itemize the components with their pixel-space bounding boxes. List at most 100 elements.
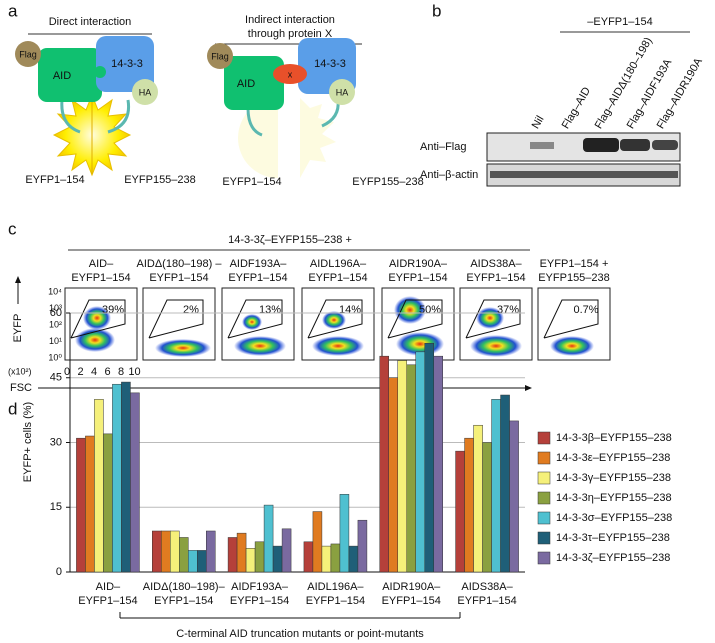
cell-cloud xyxy=(322,311,346,329)
bar xyxy=(330,543,341,573)
flag-circle xyxy=(207,43,233,69)
bar xyxy=(85,435,95,573)
legend-label: 14-3-3ε–EYFP155–238 xyxy=(556,452,670,464)
bar xyxy=(424,342,434,573)
bar xyxy=(206,530,216,573)
y-tick-label: 10⁴ xyxy=(48,286,62,296)
column-label: EYFP1–154 + xyxy=(540,258,609,270)
x-tick-label: EYFP1–154 xyxy=(230,595,289,607)
ha-circle xyxy=(132,79,158,105)
bar xyxy=(433,355,443,573)
bar xyxy=(339,494,350,573)
aid-box xyxy=(38,48,102,102)
aid: AID xyxy=(237,78,255,90)
column-label: AIDR190A– xyxy=(389,258,448,270)
panel-label: b xyxy=(432,1,441,20)
bar xyxy=(112,383,122,573)
band xyxy=(583,138,619,152)
cell-cloud xyxy=(312,336,364,356)
bar xyxy=(245,548,256,573)
y-tick-label: 15 xyxy=(50,501,62,513)
y-axis-label: EYFP+ cells (%) xyxy=(22,402,34,482)
header: 14-3-3ζ–EYFP155–238 + xyxy=(228,234,352,246)
linker xyxy=(60,99,81,134)
bar xyxy=(415,351,425,573)
x-tick-label: EYFP1–154 xyxy=(457,595,516,607)
flag: Flag xyxy=(19,49,37,59)
y-tick-label: 45 xyxy=(50,372,62,384)
column-label: EYFP1–154 xyxy=(388,272,447,284)
column-label: EYFP1–154 xyxy=(228,272,287,284)
column-label: EYFP155–238 xyxy=(538,272,610,284)
cell-cloud xyxy=(550,336,594,356)
protein-box xyxy=(96,36,154,92)
y-tick-label: 30 xyxy=(50,436,62,448)
bar xyxy=(130,392,140,573)
bar xyxy=(197,550,207,573)
legend-swatch xyxy=(537,551,551,565)
eyfp-left: EYFP1–154 xyxy=(25,174,84,186)
column-label: EYFP1–154 xyxy=(71,272,130,284)
gate-percent: 2% xyxy=(183,304,199,316)
cell-cloud xyxy=(83,306,111,330)
title: Indirect interaction xyxy=(245,14,335,26)
bar xyxy=(509,420,519,573)
x-tick-label: EYFP1–154 xyxy=(78,595,137,607)
eyfp-right: EYFP155–238 xyxy=(124,174,196,186)
bar xyxy=(312,511,323,573)
bar xyxy=(94,399,104,573)
x-tick-label: 4 xyxy=(91,366,97,378)
legend-swatch xyxy=(537,531,551,545)
bar xyxy=(227,537,238,573)
x-tick-label: 10 xyxy=(128,366,140,378)
column-label: EYFP1–154 xyxy=(149,272,208,284)
legend-swatch xyxy=(537,451,551,465)
x-tick-label: 6 xyxy=(104,366,110,378)
bracket-label: C-terminal AID truncation mutants or poi… xyxy=(176,628,424,640)
legend-swatch xyxy=(537,491,551,505)
bar xyxy=(263,504,274,573)
gate xyxy=(543,299,599,339)
legend-swatch xyxy=(537,471,551,485)
band xyxy=(530,142,554,149)
cell-cloud xyxy=(394,296,426,324)
column-label: EYFP1–154 xyxy=(308,272,367,284)
band xyxy=(490,171,678,178)
gate-percent: 37% xyxy=(497,304,519,316)
bar xyxy=(357,519,368,573)
x-axis-label: FSC xyxy=(10,382,32,394)
legend-label: 14-3-3σ–EYFP155–238 xyxy=(556,512,672,524)
lane-label: Flag–AIDΔ(180–198) xyxy=(593,35,655,131)
bar xyxy=(170,530,180,573)
cell-cloud xyxy=(470,335,522,357)
title: Direct interaction xyxy=(49,16,132,28)
arrowhead xyxy=(15,276,21,283)
column-label: EYFP1–154 xyxy=(466,272,525,284)
bar xyxy=(76,437,86,573)
eyfp-left: EYFP1–154 xyxy=(222,176,281,188)
column-label: AID– xyxy=(89,258,114,270)
bar xyxy=(103,433,113,573)
column-label: AIDF193A– xyxy=(230,258,288,270)
gate-percent: 39% xyxy=(102,304,124,316)
panel-label: c xyxy=(8,219,17,238)
gate-percent: 50% xyxy=(419,304,441,316)
x-tick-label: AIDΔ(180–198)– xyxy=(143,581,226,593)
gate-percent: 13% xyxy=(259,304,281,316)
legend-label: 14-3-3η–EYFP155–238 xyxy=(556,492,672,504)
lane-label: Flag–AID xyxy=(560,85,593,131)
ha-circle xyxy=(329,79,355,105)
column-label: AIDS38A– xyxy=(470,258,522,270)
linker xyxy=(246,107,263,137)
linker xyxy=(107,99,131,134)
y-axis-label: EYFP xyxy=(12,314,24,343)
x-tick-label: 0 xyxy=(64,366,70,378)
band xyxy=(652,140,678,150)
x-tick-label: EYFP1–154 xyxy=(306,595,365,607)
bar xyxy=(473,424,483,573)
gate-percent: 0.7% xyxy=(573,304,598,316)
aid-box xyxy=(224,56,284,110)
x: x xyxy=(288,69,293,79)
x-tick-label: 2 xyxy=(77,366,83,378)
